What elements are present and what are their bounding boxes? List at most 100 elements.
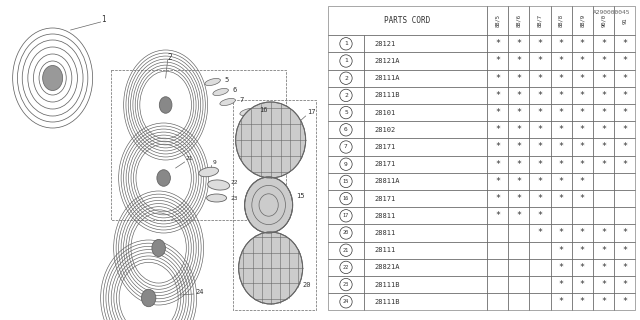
Text: *: * [580,280,585,289]
Text: *: * [601,160,606,169]
Bar [508,138,529,156]
Text: *: * [559,263,564,272]
Bar [593,276,614,293]
Bar [614,156,636,173]
Text: *: * [495,194,500,203]
Bar [364,52,487,69]
Bar [572,52,593,69]
Text: 28171: 28171 [374,144,396,150]
Bar [487,52,508,69]
Bar [487,259,508,276]
Text: *: * [559,108,564,117]
Text: 9: 9 [212,159,216,164]
Text: *: * [622,263,627,272]
Text: 88/9: 88/9 [580,14,585,27]
Ellipse shape [159,97,172,113]
Bar [593,173,614,190]
Text: 9: 9 [344,162,348,167]
Text: *: * [559,91,564,100]
Bar [550,104,572,121]
Text: *: * [580,91,585,100]
Bar [614,207,636,224]
Text: *: * [622,74,627,83]
Text: *: * [559,142,564,151]
Text: 2: 2 [344,76,348,81]
Text: *: * [559,297,564,306]
Text: 1: 1 [344,41,348,46]
Bar [550,207,572,224]
Text: 23: 23 [343,282,349,287]
Bar [614,52,636,69]
Text: *: * [495,57,500,66]
Bar [487,35,508,52]
Text: *: * [538,74,543,83]
Bar [529,156,550,173]
Text: *: * [601,263,606,272]
Text: 28111: 28111 [374,247,396,253]
Bar [572,69,593,87]
Text: *: * [580,228,585,237]
Bar [572,138,593,156]
Text: *: * [538,194,543,203]
Text: *: * [559,74,564,83]
Text: *: * [580,108,585,117]
Text: *: * [538,108,543,117]
Ellipse shape [152,239,165,257]
Text: *: * [580,39,585,48]
Bar [487,190,508,207]
Text: 28102: 28102 [374,127,396,133]
Bar [572,35,593,52]
Text: *: * [601,39,606,48]
Bar [550,87,572,104]
Text: 28821A: 28821A [374,264,399,270]
Bar [593,259,614,276]
Text: *: * [559,57,564,66]
Bar [529,276,550,293]
Ellipse shape [141,289,156,307]
Bar [550,173,572,190]
Bar [508,190,529,207]
Text: *: * [559,39,564,48]
Text: *: * [559,194,564,203]
Text: 16: 16 [260,107,268,113]
Text: *: * [622,108,627,117]
Text: 21: 21 [343,248,349,253]
Bar [328,52,364,69]
Bar [487,69,508,87]
Bar [328,138,364,156]
Text: *: * [516,91,521,100]
Bar [487,173,508,190]
Bar [328,293,364,310]
Bar [593,69,614,87]
Bar [572,276,593,293]
Text: 22: 22 [343,265,349,270]
Bar [508,156,529,173]
Bar [550,35,572,52]
Text: *: * [601,246,606,255]
Bar [572,293,593,310]
Bar [529,35,550,52]
Text: 24: 24 [196,289,204,295]
Bar [487,242,508,259]
Bar [487,224,508,242]
Text: 2: 2 [168,53,172,62]
Text: *: * [516,57,521,66]
Bar [614,242,636,259]
Text: *: * [495,142,500,151]
Text: 28171: 28171 [374,161,396,167]
Bar [328,190,364,207]
Bar [572,104,593,121]
Text: *: * [622,228,627,237]
Text: *: * [601,91,606,100]
Bar [508,69,529,87]
Text: *: * [495,211,500,220]
Text: 28111B: 28111B [374,92,399,98]
Text: 91: 91 [622,18,627,24]
Bar [364,104,487,121]
Text: 23: 23 [230,196,238,201]
Bar [487,156,508,173]
Bar [572,242,593,259]
Text: *: * [495,125,500,134]
Text: 21: 21 [186,156,193,161]
Bar [328,242,364,259]
